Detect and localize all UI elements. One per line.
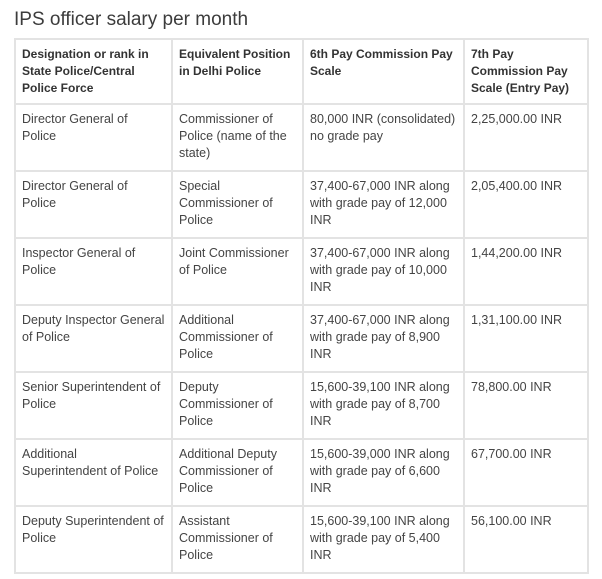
cell-designation: Director General of Police: [14, 170, 173, 239]
table-row: Deputy Superintendent of Police Assistan…: [14, 505, 589, 574]
header-designation: Designation or rank in State Police/Cent…: [14, 38, 173, 105]
cell-7th-pay: 2,25,000.00 INR: [463, 103, 589, 172]
table-header-row: Designation or rank in State Police/Cent…: [14, 38, 589, 105]
header-delhi-equivalent: Equivalent Position in Delhi Police: [171, 38, 304, 105]
cell-6th-pay: 37,400-67,000 INR along with grade pay o…: [302, 237, 465, 306]
cell-6th-pay: 15,600-39,100 INR along with grade pay o…: [302, 505, 465, 574]
cell-designation: Additional Superintendent of Police: [14, 438, 173, 507]
cell-6th-pay: 15,600-39,000 INR along with grade pay o…: [302, 438, 465, 507]
table-row: Deputy Inspector General of Police Addit…: [14, 304, 589, 373]
cell-delhi-equivalent: Assistant Commissioner of Police: [171, 505, 304, 574]
cell-delhi-equivalent: Commissioner of Police (name of the stat…: [171, 103, 304, 172]
cell-6th-pay: 80,000 INR (consolidated) no grade pay: [302, 103, 465, 172]
header-7th-pay: 7th Pay Commission Pay Scale (Entry Pay): [463, 38, 589, 105]
cell-6th-pay: 15,600-39,100 INR along with grade pay o…: [302, 371, 465, 440]
cell-6th-pay: 37,400-67,000 INR along with grade pay o…: [302, 170, 465, 239]
cell-7th-pay: 1,31,100.00 INR: [463, 304, 589, 373]
cell-7th-pay: 78,800.00 INR: [463, 371, 589, 440]
cell-designation: Inspector General of Police: [14, 237, 173, 306]
cell-delhi-equivalent: Additional Commissioner of Police: [171, 304, 304, 373]
cell-designation: Deputy Superintendent of Police: [14, 505, 173, 574]
cell-designation: Senior Superintendent of Police: [14, 371, 173, 440]
cell-designation: Director General of Police: [14, 103, 173, 172]
table-row: Inspector General of Police Joint Commis…: [14, 237, 589, 306]
cell-7th-pay: 2,05,400.00 INR: [463, 170, 589, 239]
cell-delhi-equivalent: Additional Deputy Commissioner of Police: [171, 438, 304, 507]
cell-designation: Deputy Inspector General of Police: [14, 304, 173, 373]
cell-7th-pay: 1,44,200.00 INR: [463, 237, 589, 306]
page-title: IPS officer salary per month: [14, 9, 249, 30]
table-row: Additional Superintendent of Police Addi…: [14, 438, 589, 507]
table-row: Senior Superintendent of Police Deputy C…: [14, 371, 589, 440]
table-row: Director General of Police Special Commi…: [14, 170, 589, 239]
cell-delhi-equivalent: Special Commissioner of Police: [171, 170, 304, 239]
salary-table: Designation or rank in State Police/Cent…: [14, 38, 589, 574]
cell-7th-pay: 67,700.00 INR: [463, 438, 589, 507]
table-row: Director General of Police Commissioner …: [14, 103, 589, 172]
cell-delhi-equivalent: Joint Commissioner of Police: [171, 237, 304, 306]
header-6th-pay: 6th Pay Commission Pay Scale: [302, 38, 465, 105]
cell-6th-pay: 37,400-67,000 INR along with grade pay o…: [302, 304, 465, 373]
cell-delhi-equivalent: Deputy Commissioner of Police: [171, 371, 304, 440]
cell-7th-pay: 56,100.00 INR: [463, 505, 589, 574]
